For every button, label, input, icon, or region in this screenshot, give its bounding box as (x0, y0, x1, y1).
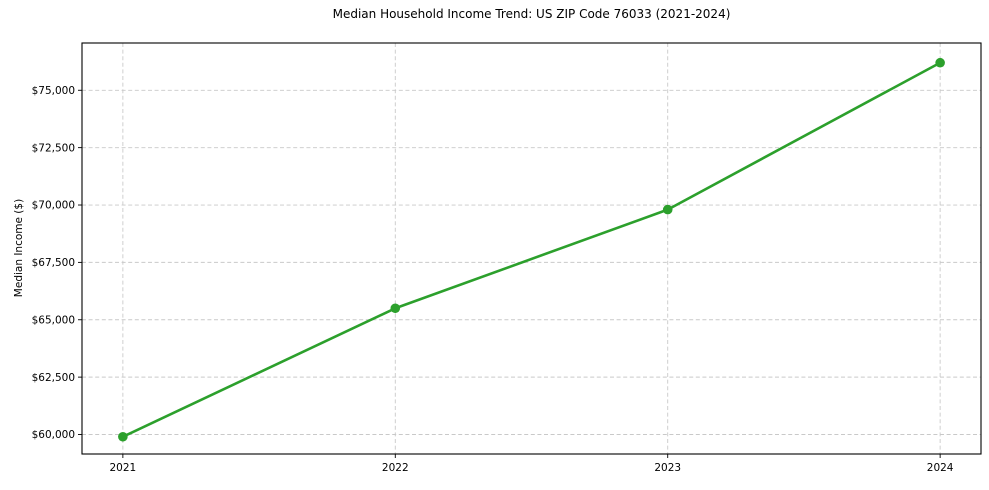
y-tick-label: $70,000 (32, 200, 75, 212)
data-point-marker (118, 431, 128, 442)
y-tick-label: $60,000 (32, 429, 75, 441)
data-point-marker (935, 57, 945, 68)
y-tick-label: $75,000 (32, 85, 75, 97)
y-axis-label: Median Income ($) (13, 198, 25, 298)
chart-title: Median Household Income Trend: US ZIP Co… (332, 7, 731, 21)
x-tick-label: 2021 (109, 462, 136, 474)
data-point-marker (662, 204, 673, 215)
data-point-marker (390, 303, 401, 314)
axes-box (81, 42, 982, 455)
x-tick-label: 2024 (927, 462, 954, 474)
data-line (121, 61, 942, 439)
y-tick-label: $62,500 (32, 372, 75, 384)
y-tick-label: $72,500 (32, 142, 75, 154)
y-tick-label: $67,500 (32, 257, 75, 269)
y-tick-label: $65,000 (32, 314, 75, 326)
x-tick-label: 2022 (382, 462, 409, 474)
x-tick-label: 2023 (654, 462, 681, 474)
